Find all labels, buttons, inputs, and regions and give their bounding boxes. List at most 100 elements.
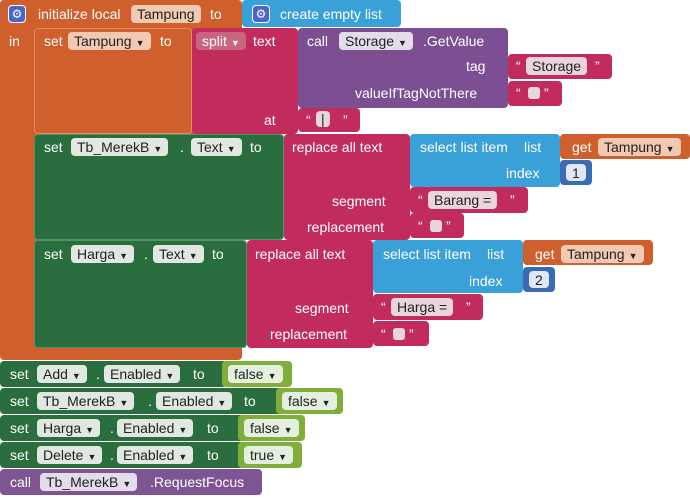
quote-open: “ <box>418 218 423 234</box>
quote-open: “ <box>381 299 386 315</box>
get-var-dropdown[interactable]: Tampung ▼ <box>561 245 644 263</box>
get-label: get <box>572 139 592 155</box>
set-label: set <box>10 447 29 463</box>
dropdown-arrow-icon: ▼ <box>283 425 293 435</box>
set-to-label: to <box>244 393 256 409</box>
component-dropdown[interactable]: Delete ▼ <box>37 446 103 464</box>
quote-open: “ <box>381 326 386 342</box>
get-var-dropdown[interactable]: Tampung ▼ <box>598 138 681 156</box>
property-name: Enabled <box>123 420 175 436</box>
dropdown-arrow-icon: ▼ <box>119 398 129 408</box>
dot-label: . <box>96 366 100 382</box>
split-dropdown[interactable]: split ▼ <box>196 32 246 50</box>
boolean-dropdown[interactable]: false ▼ <box>282 392 337 410</box>
get-var-name: Tampung <box>604 139 662 155</box>
tag-text-value[interactable]: Storage <box>526 57 588 75</box>
dropdown-arrow-icon: ▼ <box>71 371 81 381</box>
component-name: Add <box>43 366 68 382</box>
component-dropdown[interactable]: Tb_MerekB ▼ <box>71 138 169 156</box>
property-dropdown[interactable]: Enabled ▼ <box>104 365 181 383</box>
select-list-item-block[interactable] <box>373 240 523 293</box>
quote-close: ” <box>446 218 451 234</box>
property-name: Text <box>159 246 185 262</box>
empty-text-value[interactable] <box>528 87 540 99</box>
component-dropdown[interactable]: Harga ▼ <box>37 419 101 437</box>
quote-open: “ <box>516 58 521 74</box>
getvalue-method-label: .GetValue <box>423 33 485 49</box>
property-dropdown[interactable]: Enabled ▼ <box>117 419 194 437</box>
dropdown-arrow-icon: ▼ <box>153 144 163 154</box>
dropdown-arrow-icon: ▼ <box>165 371 175 381</box>
property-name: Text <box>197 139 223 155</box>
segment-text-value[interactable]: Harga = <box>391 298 454 316</box>
storage-component-dropdown[interactable]: Storage ▼ <box>339 32 413 50</box>
property-name: Enabled <box>123 447 175 463</box>
index-number-value[interactable]: 1 <box>566 164 586 181</box>
boolean-value: true <box>250 447 275 463</box>
segment-label: segment <box>332 193 386 209</box>
gear-icon[interactable]: ⚙ <box>8 5 26 23</box>
boolean-dropdown[interactable]: false ▼ <box>228 365 283 383</box>
replacement-text-value[interactable] <box>430 220 442 232</box>
dot-label: . <box>144 246 148 262</box>
dropdown-arrow-icon: ▼ <box>188 251 198 261</box>
set-var-dropdown[interactable]: Tampung ▼ <box>68 32 151 50</box>
set-to-label: to <box>212 246 224 262</box>
property-dropdown[interactable]: Enabled ▼ <box>117 446 194 464</box>
init-to-label: to <box>210 6 222 22</box>
dropdown-arrow-icon: ▼ <box>217 398 227 408</box>
component-name: Tb_MerekB <box>77 139 150 155</box>
set-to-label: to <box>207 420 219 436</box>
boolean-dropdown[interactable]: true ▼ <box>244 446 294 464</box>
index-label: index <box>506 165 540 181</box>
property-dropdown[interactable]: Enabled ▼ <box>156 392 233 410</box>
list-label: list <box>524 139 542 155</box>
component-name: Harga <box>77 246 116 262</box>
replacement-text-value[interactable] <box>393 328 405 340</box>
quote-close: ” <box>343 112 348 128</box>
property-dropdown[interactable]: Text ▼ <box>153 245 204 263</box>
list-label: list <box>487 246 505 262</box>
gear-icon[interactable]: ⚙ <box>252 5 270 23</box>
set-label: set <box>10 420 29 436</box>
split-text-label: text <box>253 33 276 49</box>
set-label: set <box>10 393 29 409</box>
quote-open: “ <box>418 192 423 208</box>
dropdown-arrow-icon: ▼ <box>267 371 277 381</box>
replacement-label: replacement <box>270 326 348 342</box>
dropdown-arrow-icon: ▼ <box>628 251 638 261</box>
replace-all-text-label: replace all text <box>292 139 383 155</box>
call-label: call <box>10 474 32 490</box>
property-dropdown[interactable]: Text ▼ <box>191 138 242 156</box>
index-label: index <box>469 273 503 289</box>
select-list-item-block[interactable] <box>410 134 560 187</box>
dropdown-arrow-icon: ▼ <box>85 425 95 435</box>
boolean-value: false <box>234 366 264 382</box>
set-harga-text-block[interactable] <box>34 240 247 348</box>
component-dropdown[interactable]: Harga ▼ <box>71 245 135 263</box>
dropdown-arrow-icon: ▼ <box>398 38 407 48</box>
component-dropdown[interactable]: Add ▼ <box>37 365 87 383</box>
dot-label: . <box>148 393 152 409</box>
replace-all-text-block[interactable] <box>247 240 373 348</box>
local-var-name[interactable]: Tampung <box>131 5 201 23</box>
get-var-name: Tampung <box>567 246 625 262</box>
dropdown-arrow-icon: ▼ <box>87 452 97 462</box>
dot-label: . <box>110 420 114 436</box>
index-number-value[interactable]: 2 <box>529 271 549 288</box>
at-text-value[interactable]: | <box>316 111 330 127</box>
component-dropdown[interactable]: Tb_MerekB ▼ <box>37 392 135 410</box>
segment-text-value[interactable]: Barang = <box>428 191 498 209</box>
create-empty-list-label: create empty list <box>280 6 382 22</box>
dropdown-arrow-icon: ▼ <box>230 38 240 48</box>
boolean-dropdown[interactable]: false ▼ <box>244 419 299 437</box>
replacement-label: replacement <box>307 219 385 235</box>
property-name: Enabled <box>110 366 162 382</box>
boolean-value: false <box>288 393 318 409</box>
dropdown-arrow-icon: ▼ <box>278 452 288 462</box>
set-to-label: to <box>207 447 219 463</box>
component-dropdown[interactable]: Tb_MerekB ▼ <box>40 473 138 491</box>
replace-all-text-block[interactable] <box>284 134 410 240</box>
value-if-tag-not-there-label: valueIfTagNotThere <box>355 85 478 101</box>
quote-open: “ <box>516 85 521 101</box>
